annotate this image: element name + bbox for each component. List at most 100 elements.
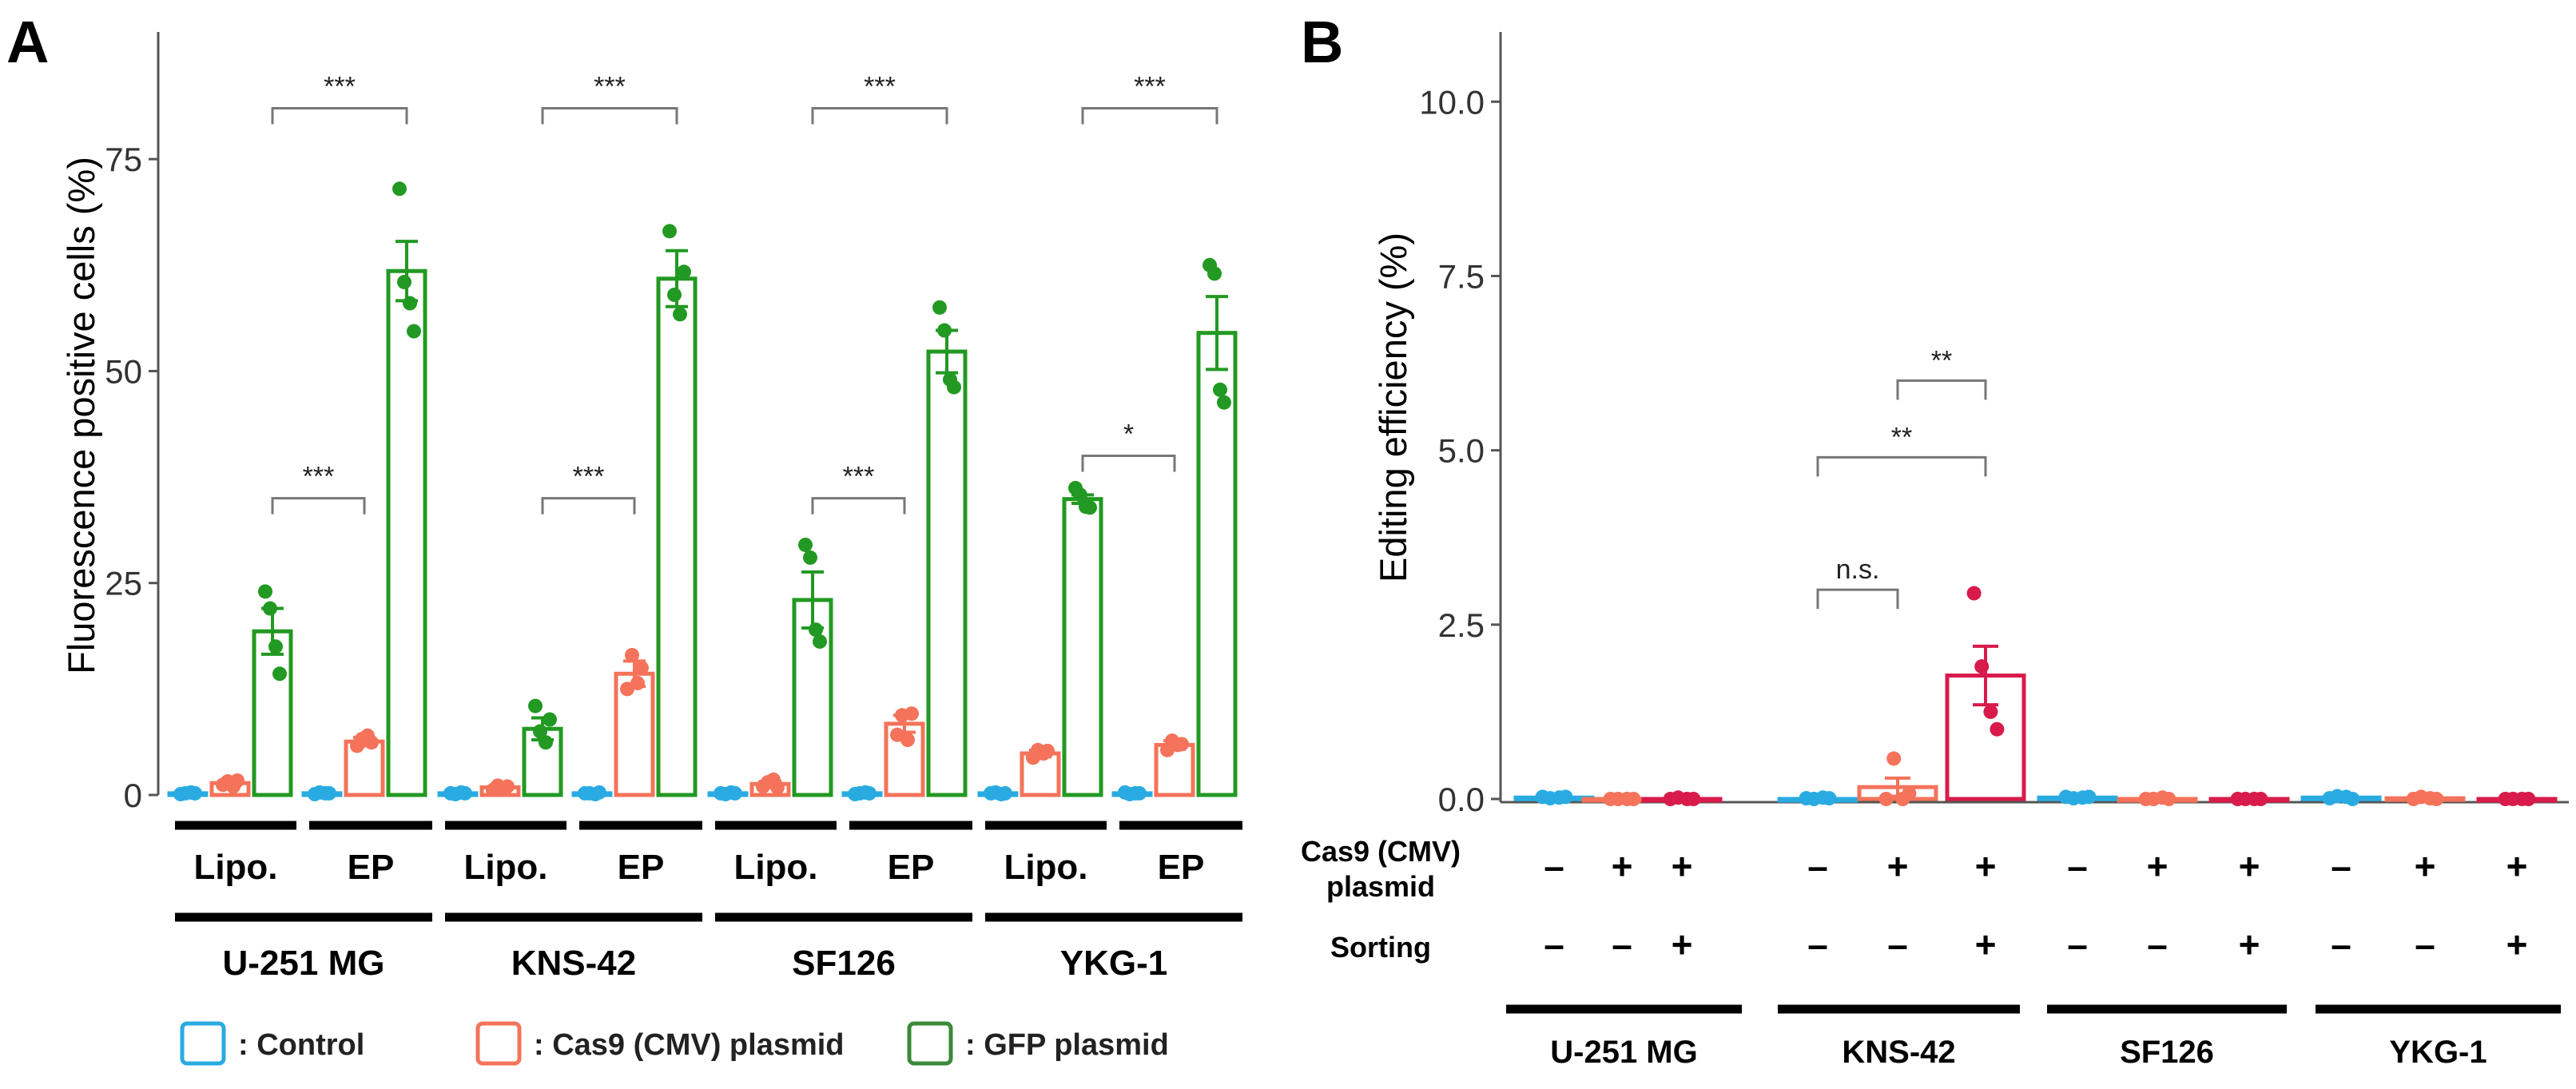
method-label-a: EP <box>618 848 665 887</box>
data-point-a <box>803 550 817 565</box>
data-point-b <box>1822 791 1836 805</box>
method-label-a: EP <box>348 848 395 887</box>
significance-label-a: *** <box>573 462 605 492</box>
significance-bracket-a <box>543 109 677 125</box>
y-tick-label-b: 10.0 <box>1419 83 1485 121</box>
data-point-a <box>1083 500 1097 515</box>
sorting-sign: – <box>2067 924 2088 965</box>
data-point-b <box>2081 789 2096 804</box>
data-point-a <box>543 713 557 727</box>
data-point-a <box>392 181 407 196</box>
y-tick-label-a: 75 <box>105 141 142 178</box>
data-point-b <box>2161 792 2176 806</box>
significance-label-a: *** <box>594 72 626 102</box>
data-point-a <box>770 780 785 794</box>
cell-line-label-a: KNS-42 <box>511 944 637 983</box>
method-label-a: Lipo. <box>193 848 277 887</box>
data-point-a <box>947 380 961 395</box>
significance-label-a: * <box>1123 419 1134 450</box>
data-point-a <box>798 538 813 552</box>
data-point-a <box>630 676 645 690</box>
method-label-a: EP <box>1158 848 1205 887</box>
y-tick-label-b: 7.5 <box>1438 257 1485 295</box>
y-tick-label-a: 50 <box>105 352 142 390</box>
bar-a <box>1064 499 1101 795</box>
data-point-b <box>1967 586 1982 601</box>
data-point-a <box>403 296 417 311</box>
significance-bracket-a <box>1083 109 1217 125</box>
data-point-a <box>937 324 952 338</box>
data-point-a <box>813 634 827 649</box>
cas9-sign: – <box>2067 845 2088 887</box>
data-point-b <box>1686 792 1700 806</box>
sorting-sign: – <box>1887 924 1908 965</box>
sorting-sign: – <box>1807 924 1828 965</box>
data-point-a <box>1175 737 1189 751</box>
data-point-a <box>272 666 287 681</box>
legend-label-a: : Control <box>238 1028 364 1062</box>
significance-bracket-b <box>1818 457 1986 476</box>
legend-swatch-a <box>909 1023 951 1063</box>
sorting-sign: + <box>1672 924 1693 965</box>
significance-bracket-a <box>813 109 947 125</box>
cas9-sign: + <box>1887 845 1909 887</box>
data-point-b <box>1558 789 1572 804</box>
data-point-b <box>1886 751 1901 765</box>
data-point-a <box>1207 266 1222 280</box>
sorting-sign: + <box>2239 924 2260 965</box>
data-point-a <box>1040 744 1055 758</box>
cell-line-label-a: SF126 <box>792 944 896 983</box>
significance-bracket-a <box>543 499 634 515</box>
sorting-sign: – <box>2147 924 2168 965</box>
sorting-sign: – <box>2331 924 2351 965</box>
bar-a <box>254 631 291 795</box>
significance-bracket-b <box>1818 590 1898 609</box>
cas9-sign: + <box>2239 845 2260 887</box>
data-point-a <box>1213 383 1227 397</box>
data-point-a <box>322 786 336 801</box>
cas9-sign: + <box>2415 845 2436 887</box>
data-point-a <box>904 706 919 721</box>
data-point-b <box>1902 786 1916 801</box>
significance-bracket-b <box>1898 380 1986 399</box>
data-point-a <box>188 786 202 801</box>
legend-label-a: : Cas9 (CMV) plasmid <box>534 1028 845 1062</box>
figure: A Fluorescence positive cells (%) 025507… <box>0 0 2576 1089</box>
data-point-a <box>539 735 553 749</box>
data-point-a <box>230 773 244 788</box>
sorting-sign: – <box>2415 924 2435 965</box>
bar-a <box>658 279 695 795</box>
significance-label-b: ** <box>1931 345 1952 376</box>
cas9-sign: + <box>1612 845 1633 887</box>
data-point-a <box>728 786 742 801</box>
legend-label-a: : GFP plasmid <box>965 1028 1169 1062</box>
data-point-a <box>458 786 472 801</box>
significance-label-b: ** <box>1891 422 1912 452</box>
data-point-b <box>2345 792 2359 806</box>
data-point-a <box>677 264 691 279</box>
data-point-b <box>1990 722 2004 737</box>
significance-label-a: *** <box>1134 72 1166 102</box>
data-point-a <box>407 324 421 339</box>
data-point-a <box>528 699 543 713</box>
sorting-sign: – <box>1544 924 1564 965</box>
cas9-sign: + <box>2506 845 2528 887</box>
data-point-b <box>2429 792 2443 806</box>
row-label-cas9: Cas9 (CMV) plasmid <box>1301 835 1461 903</box>
cas9-sign: – <box>2331 845 2351 887</box>
cell-line-label-b: YKG-1 <box>2389 1035 2487 1070</box>
sorting-sign: + <box>2506 924 2528 965</box>
y-tick-label-a: 0 <box>124 777 142 814</box>
significance-bracket-a <box>813 499 904 515</box>
significance-bracket-a <box>272 109 407 125</box>
significance-label-b: n.s. <box>1836 554 1880 585</box>
cell-line-label-b: U-251 MG <box>1550 1035 1698 1070</box>
y-axis-label-b: Editing efficiency (%) <box>1372 233 1414 582</box>
method-label-a: EP <box>888 848 935 887</box>
data-point-b <box>1879 792 1894 806</box>
method-label-a: Lipo. <box>733 848 817 887</box>
bar-a <box>388 271 425 795</box>
cas9-sign: + <box>1975 845 1997 887</box>
data-point-a <box>397 275 411 289</box>
data-point-a <box>500 779 515 793</box>
